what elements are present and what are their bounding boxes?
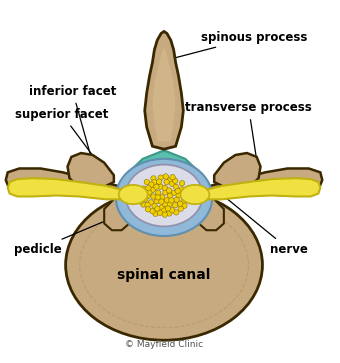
Ellipse shape bbox=[66, 190, 262, 340]
Circle shape bbox=[145, 193, 151, 199]
Polygon shape bbox=[203, 178, 320, 199]
Text: nerve: nerve bbox=[224, 196, 308, 256]
Circle shape bbox=[158, 175, 164, 180]
Circle shape bbox=[150, 187, 155, 192]
Circle shape bbox=[137, 194, 142, 200]
Circle shape bbox=[162, 208, 167, 213]
Circle shape bbox=[165, 206, 171, 211]
Circle shape bbox=[173, 210, 179, 215]
Circle shape bbox=[163, 174, 169, 179]
Circle shape bbox=[166, 188, 172, 193]
Circle shape bbox=[182, 192, 188, 197]
Text: transverse process: transverse process bbox=[185, 101, 312, 170]
Ellipse shape bbox=[116, 159, 212, 236]
Circle shape bbox=[169, 197, 174, 203]
Circle shape bbox=[154, 199, 159, 204]
Circle shape bbox=[174, 197, 179, 203]
Circle shape bbox=[141, 202, 146, 207]
Circle shape bbox=[149, 182, 154, 187]
Circle shape bbox=[167, 211, 172, 216]
Text: superior facet: superior facet bbox=[15, 108, 112, 182]
Circle shape bbox=[153, 211, 158, 216]
Circle shape bbox=[137, 189, 143, 195]
Circle shape bbox=[151, 176, 156, 181]
Circle shape bbox=[179, 180, 185, 186]
Polygon shape bbox=[197, 196, 224, 230]
Text: pedicle: pedicle bbox=[14, 222, 104, 256]
Circle shape bbox=[141, 193, 146, 198]
Circle shape bbox=[145, 207, 151, 212]
Circle shape bbox=[170, 181, 175, 187]
Circle shape bbox=[164, 179, 169, 185]
Polygon shape bbox=[6, 168, 125, 197]
Circle shape bbox=[142, 196, 148, 202]
Circle shape bbox=[179, 187, 185, 192]
Circle shape bbox=[176, 192, 181, 198]
Polygon shape bbox=[203, 168, 322, 197]
Circle shape bbox=[167, 201, 172, 207]
Circle shape bbox=[181, 198, 186, 203]
Circle shape bbox=[185, 196, 190, 201]
Polygon shape bbox=[152, 47, 175, 142]
Circle shape bbox=[171, 190, 177, 196]
Ellipse shape bbox=[181, 185, 209, 204]
Circle shape bbox=[182, 203, 187, 208]
Circle shape bbox=[172, 178, 178, 183]
Circle shape bbox=[170, 175, 175, 180]
Circle shape bbox=[152, 179, 157, 185]
Circle shape bbox=[158, 184, 163, 189]
Text: spinal canal: spinal canal bbox=[117, 268, 211, 282]
Ellipse shape bbox=[125, 164, 203, 227]
Circle shape bbox=[163, 190, 168, 195]
Circle shape bbox=[155, 206, 160, 211]
Circle shape bbox=[154, 184, 159, 189]
Circle shape bbox=[138, 199, 143, 204]
Circle shape bbox=[159, 199, 164, 204]
Circle shape bbox=[146, 185, 151, 191]
Text: spinous process: spinous process bbox=[172, 31, 307, 59]
Circle shape bbox=[151, 194, 156, 199]
Circle shape bbox=[173, 184, 178, 189]
Circle shape bbox=[148, 200, 154, 205]
Text: © Mayfield Clinic: © Mayfield Clinic bbox=[125, 339, 203, 348]
Circle shape bbox=[147, 190, 152, 195]
Polygon shape bbox=[214, 153, 260, 190]
Circle shape bbox=[159, 205, 164, 210]
Circle shape bbox=[184, 187, 189, 193]
Circle shape bbox=[141, 186, 146, 191]
Circle shape bbox=[156, 179, 162, 184]
Circle shape bbox=[164, 197, 170, 203]
Circle shape bbox=[177, 201, 183, 207]
Circle shape bbox=[144, 179, 150, 185]
Circle shape bbox=[157, 210, 163, 216]
Circle shape bbox=[162, 212, 168, 217]
Ellipse shape bbox=[119, 185, 148, 204]
Circle shape bbox=[162, 185, 168, 191]
Circle shape bbox=[169, 208, 175, 213]
Circle shape bbox=[167, 193, 173, 198]
Polygon shape bbox=[104, 196, 131, 230]
Circle shape bbox=[155, 190, 161, 196]
Circle shape bbox=[178, 206, 184, 211]
Circle shape bbox=[162, 201, 168, 207]
Circle shape bbox=[159, 195, 165, 200]
Text: inferior facet: inferior facet bbox=[29, 85, 116, 160]
Circle shape bbox=[175, 188, 181, 193]
Circle shape bbox=[145, 202, 150, 208]
Polygon shape bbox=[118, 151, 210, 224]
Polygon shape bbox=[8, 178, 125, 199]
Circle shape bbox=[152, 203, 157, 209]
Circle shape bbox=[155, 195, 160, 200]
Polygon shape bbox=[145, 32, 183, 149]
Circle shape bbox=[167, 178, 173, 183]
Polygon shape bbox=[68, 153, 114, 190]
Circle shape bbox=[172, 203, 178, 208]
Circle shape bbox=[150, 208, 155, 214]
